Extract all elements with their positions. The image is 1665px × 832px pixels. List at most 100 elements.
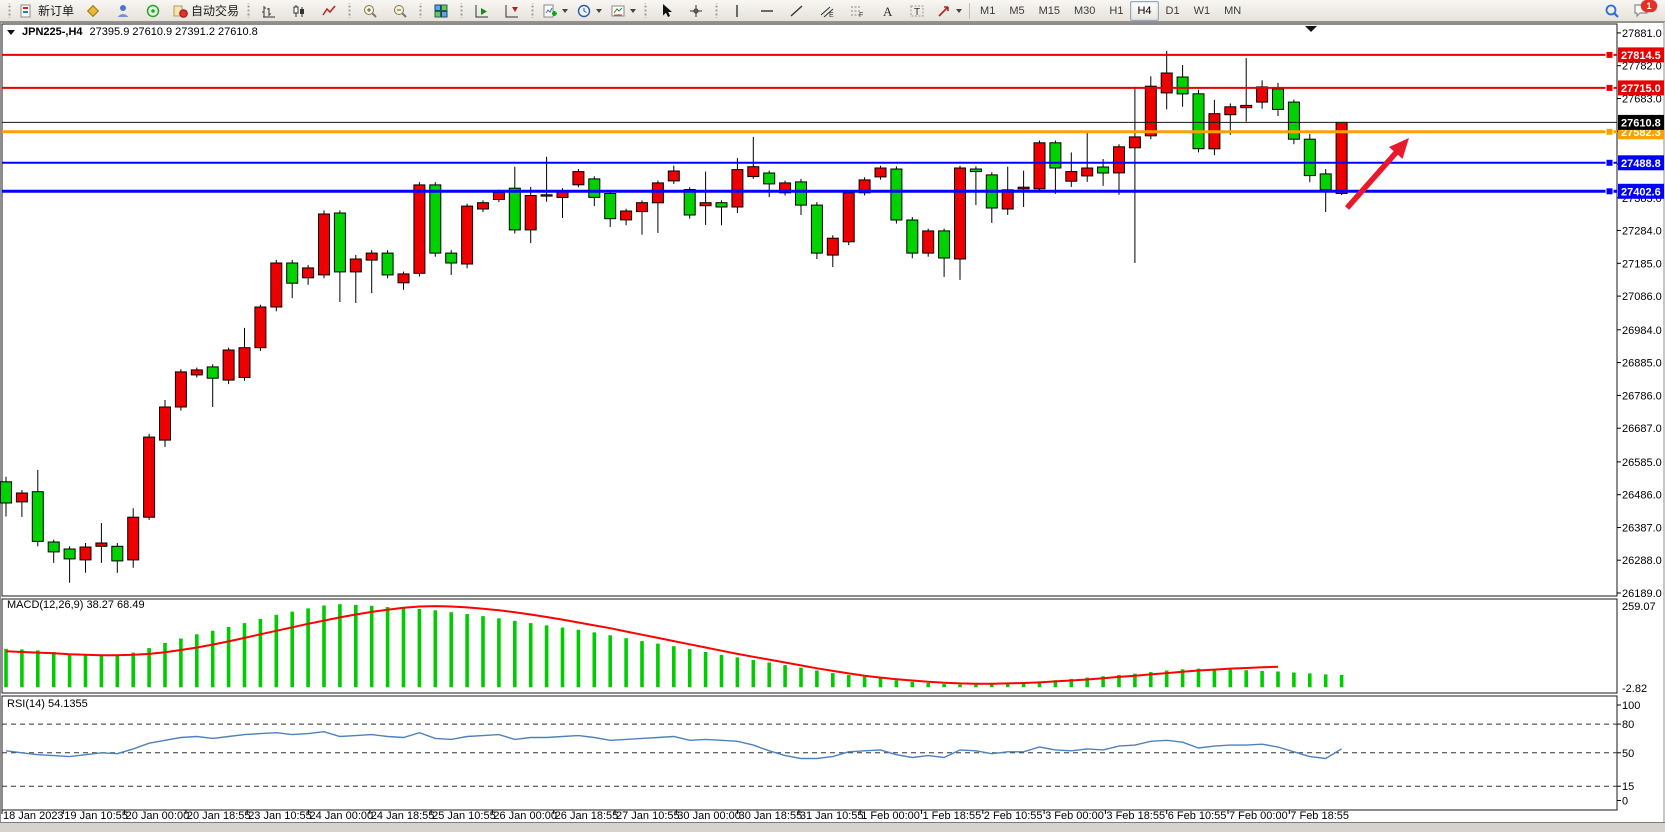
market-watch-button[interactable] (78, 0, 108, 22)
time-axis-label: 20 Jan 18:55 (187, 810, 251, 822)
toolbar-grip (246, 3, 252, 18)
macd-bar (544, 625, 549, 688)
candle (1319, 173, 1332, 191)
chart-shift-marker-icon[interactable] (1305, 26, 1317, 32)
data-window-icon (117, 4, 129, 17)
price-level-line[interactable] (2, 50, 1617, 59)
candle (0, 481, 12, 504)
timeframe-m30-button[interactable]: M30 (1074, 4, 1096, 17)
macd-bar (1308, 673, 1312, 688)
price-level-line[interactable] (2, 158, 1617, 167)
price-axis-label: 26984.0 (1622, 325, 1662, 337)
zoom-out-icon (394, 4, 407, 18)
timeframe-w1-button[interactable]: W1 (1193, 4, 1211, 17)
price-level-line[interactable] (2, 83, 1617, 92)
level-line-handle (1605, 127, 1614, 136)
trendline-tool-button[interactable] (782, 0, 812, 22)
macd-bar (990, 684, 994, 688)
timeframe-h1-button[interactable]: H1 (1109, 4, 1124, 17)
chart-canvas[interactable]: 27881.027782.027683.027584.027485.027383… (0, 22, 1665, 832)
time-axis-label: 2 Feb 10:55 (984, 810, 1043, 822)
price-axis-label: 26687.0 (1622, 423, 1662, 435)
fibonacci-tool-button[interactable]: F (842, 0, 872, 22)
macd-bar (20, 649, 24, 688)
candle (1049, 142, 1062, 169)
time-axis-label: 30 Jan 00:00 (677, 810, 741, 822)
timeframe-d1-button[interactable]: D1 (1165, 4, 1180, 17)
toolbar-grip (7, 3, 12, 18)
macd-bar (36, 650, 40, 688)
horizontal-line-tool-button[interactable] (752, 0, 782, 22)
price-level-tag[interactable]: 27715.0 (1618, 80, 1664, 96)
price-axis-label: 26288.0 (1622, 555, 1662, 567)
vertical-line-tool-button[interactable] (722, 0, 752, 22)
text-tool-button[interactable]: A (872, 0, 902, 22)
macd-bar (210, 630, 215, 688)
current-price-tag[interactable]: 27610.8 (1618, 114, 1664, 130)
macd-bar (481, 616, 485, 688)
arrows-tool-button[interactable] (932, 0, 966, 22)
cursor-tool-button[interactable] (651, 0, 681, 22)
price-level-tag[interactable]: 27402.6 (1618, 183, 1664, 199)
chart-shift-button[interactable] (497, 0, 527, 22)
macd-bar (401, 608, 406, 688)
chat-button[interactable]: 1 (1633, 0, 1657, 20)
candle (699, 202, 712, 207)
candle (190, 369, 203, 376)
bars-chart-icon (262, 5, 276, 17)
candle (1081, 167, 1094, 177)
macd-bar (1323, 674, 1328, 688)
time-axis-label: 27 Jan 10:55 (616, 810, 680, 822)
price-level-tag[interactable]: 27814.5 (1618, 47, 1664, 63)
auto-scroll-button[interactable] (467, 0, 497, 22)
trendline-icon (790, 4, 803, 17)
timeframe-h4-button[interactable]: H4 (1130, 0, 1159, 21)
search-button[interactable] (1597, 0, 1627, 22)
line-chart-button[interactable] (314, 0, 344, 22)
tile-windows-button[interactable] (426, 0, 456, 22)
data-window-button[interactable] (108, 0, 138, 22)
toolbar-grip (459, 3, 465, 18)
macd-bar (433, 610, 438, 688)
collapse-icon[interactable] (7, 29, 15, 35)
price-level-line[interactable] (2, 187, 1617, 196)
time-axis-label: 1 Feb 18:55 (923, 810, 982, 822)
templates-button[interactable] (606, 0, 640, 22)
crosshair-tool-button[interactable] (681, 0, 711, 22)
timeframe-m5-button[interactable]: M5 (1009, 4, 1025, 17)
new-order-button[interactable]: 新订单 (15, 0, 78, 22)
price-level-tag[interactable]: 27488.8 (1618, 155, 1664, 171)
macd-bar (1244, 670, 1248, 688)
time-axis-label: 26 Jan 00:00 (493, 810, 557, 822)
macd-bar (497, 618, 501, 688)
chevron-down-icon (562, 8, 569, 13)
price-axis-label: 26585.0 (1622, 457, 1662, 469)
text-label-tool-button[interactable]: T (902, 0, 932, 22)
macd-bar (624, 638, 628, 688)
candle (620, 210, 633, 221)
navigator-icon (146, 4, 160, 17)
timeframe-mn-button[interactable]: MN (1224, 4, 1242, 17)
macd-bar (815, 670, 819, 688)
candle (63, 548, 76, 560)
candle (938, 230, 951, 259)
status-strip (0, 822, 1665, 832)
candle (1303, 138, 1316, 177)
bar-chart-button[interactable] (254, 0, 284, 22)
candlestick-chart-button[interactable] (284, 0, 314, 22)
zoom-in-button[interactable] (355, 0, 385, 22)
zoom-out-button[interactable] (385, 0, 415, 22)
equidistant-channel-tool-button[interactable]: E (812, 0, 842, 22)
timeframe-m15-button[interactable]: M15 (1038, 4, 1060, 17)
trend-arrow[interactable] (1344, 138, 1409, 210)
auto-trading-button[interactable]: 自动交易 (168, 0, 243, 22)
candle (1033, 142, 1046, 190)
indicators-button[interactable] (538, 0, 572, 22)
price-level-line[interactable] (2, 127, 1617, 136)
svg-text:A: A (883, 4, 893, 19)
navigator-button[interactable] (138, 0, 168, 22)
timeframe-m1-button[interactable]: M1 (980, 4, 996, 17)
templates-icon (611, 5, 625, 16)
candle (715, 202, 728, 208)
periods-button[interactable] (572, 0, 606, 22)
